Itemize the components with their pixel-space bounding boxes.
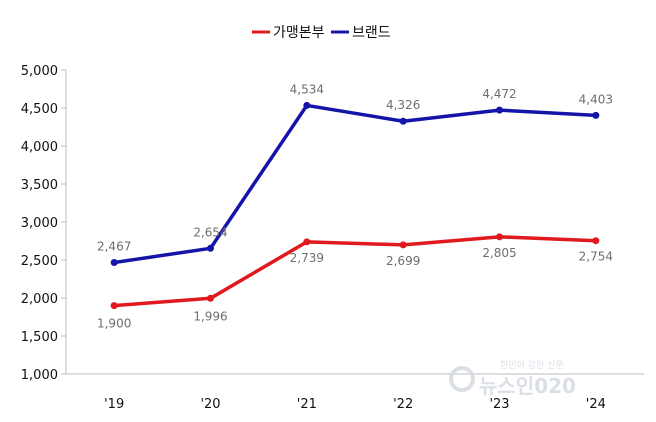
data-point-brand [110, 259, 118, 267]
y-tick-label: 1,000 [21, 368, 58, 383]
data-point-franchise-hq [207, 294, 214, 302]
watermark: 한민이 강한 신문 뉴스인020 [449, 360, 576, 398]
series-layer: 1,900 1,996 2,739 2,699 2,805 2,754 2,467 2,654… [97, 82, 613, 330]
y-tick-label: 2,500 [21, 254, 58, 269]
x-tick-labels: '19 '20 '21 '22 '23 '24 [104, 397, 606, 412]
data-point-brand [303, 101, 311, 109]
data-point-brand [592, 111, 600, 119]
x-tick-label: '20 [200, 397, 220, 412]
y-tick-label: 4,000 [21, 140, 58, 155]
data-label-brand: 4,534 [290, 82, 324, 96]
watermark-sub: 한민이 강한 신문 [500, 360, 564, 371]
data-point-franchise-hq [592, 237, 600, 245]
data-label-brand: 2,654 [193, 225, 227, 239]
data-label-franchise-hq: 2,805 [482, 246, 516, 260]
x-tick-label: '23 [489, 397, 509, 412]
legend: 가맹본부 브랜드 [252, 25, 391, 41]
data-point-brand [207, 244, 214, 252]
data-point-brand [496, 106, 503, 114]
series-line-franchise-hq [114, 235, 596, 308]
x-tick-label: '22 [393, 397, 413, 412]
y-tick-labels: 1,000 1,500 2,000 2,500 3,000 3,500 4,000 4,500… [21, 64, 66, 383]
data-label-brand: 2,467 [97, 240, 131, 254]
data-point-franchise-hq [303, 238, 311, 246]
watermark-text: 뉴스인020 [479, 374, 576, 398]
data-label-brand: 4,403 [579, 92, 613, 106]
data-label-franchise-hq: 1,900 [97, 317, 131, 331]
data-label-brand: 4,472 [482, 87, 516, 101]
x-tick-label: '24 [586, 397, 606, 412]
y-tick-label: 2,000 [21, 292, 58, 307]
x-tick-label: '19 [104, 397, 124, 412]
legend-label-franchise-hq: 가맹본부 [273, 25, 325, 41]
data-point-brand [399, 117, 407, 125]
data-label-brand: 4,326 [386, 98, 420, 112]
series-line-brand [113, 103, 596, 265]
y-tick-label: 3,000 [21, 216, 58, 231]
y-tick-label: 1,500 [21, 330, 58, 345]
x-tick-label: '21 [297, 397, 317, 412]
data-label-franchise-hq: 2,754 [579, 250, 613, 264]
y-tick-label: 5,000 [21, 64, 58, 79]
data-label-franchise-hq: 2,699 [386, 254, 420, 268]
data-point-franchise-hq [110, 302, 118, 310]
y-tick-label: 3,500 [21, 178, 58, 193]
axes: 1,000 1,500 2,000 2,500 3,000 3,500 4,000 4,500… [21, 64, 644, 412]
newsin-logo-icon [449, 366, 475, 392]
data-label-franchise-hq: 1,996 [193, 309, 227, 323]
data-label-franchise-hq: 2,739 [290, 251, 324, 265]
legend-label-brand: 브랜드 [352, 25, 391, 41]
data-point-franchise-hq [496, 233, 503, 241]
data-point-franchise-hq [399, 241, 407, 249]
y-tick-label: 4,500 [21, 102, 58, 117]
